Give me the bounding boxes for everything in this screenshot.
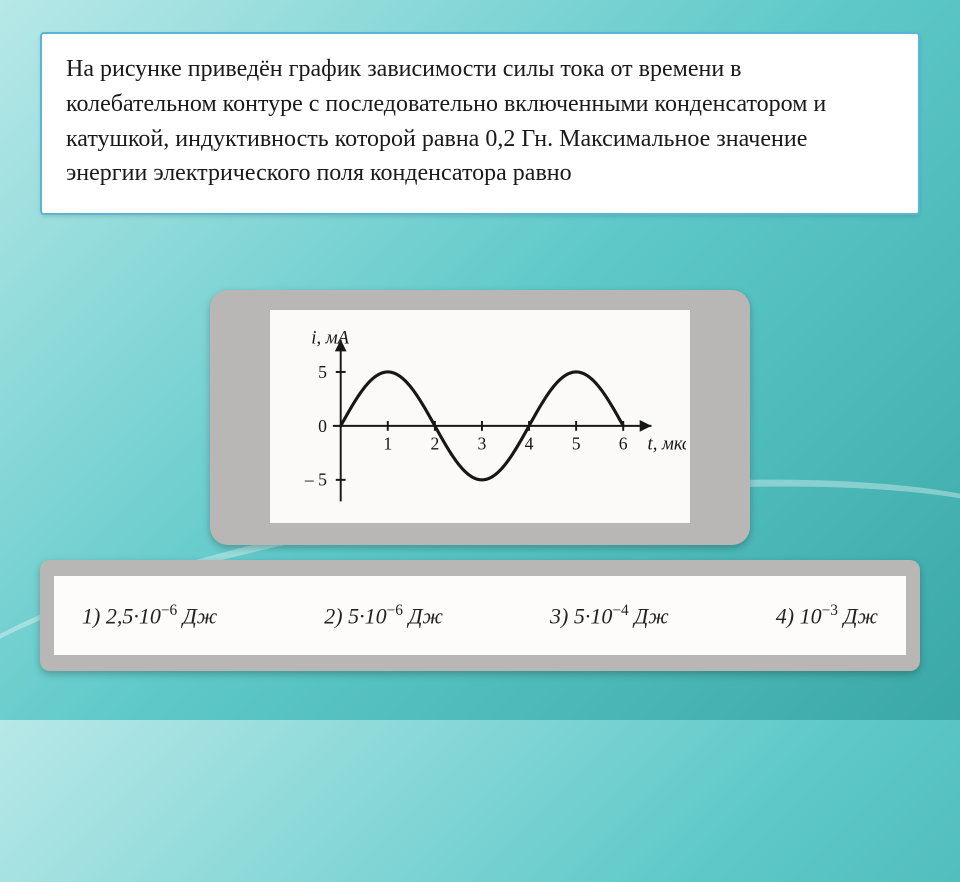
- svg-text:2: 2: [430, 433, 439, 453]
- answer-option: 1) 2,5·10−6 Дж: [82, 602, 217, 629]
- svg-text:1: 1: [383, 433, 392, 453]
- current-vs-time-chart: – 5 0 5 1 2 3 4 5 6 i, мА t, мкс: [274, 318, 686, 514]
- graph-panel: – 5 0 5 1 2 3 4 5 6 i, мА t, мкс: [270, 310, 690, 523]
- svg-text:t, мкс: t, мкс: [648, 433, 686, 454]
- graph-frame: – 5 0 5 1 2 3 4 5 6 i, мА t, мкс: [210, 290, 750, 545]
- svg-text:5: 5: [318, 362, 327, 382]
- answers-frame: 1) 2,5·10−6 Дж 2) 5·10−6 Дж 3) 5·10−4 Дж 4)…: [40, 560, 920, 671]
- svg-text:3: 3: [478, 433, 487, 453]
- answers-row: 1) 2,5·10−6 Дж 2) 5·10−6 Дж 3) 5·10−4 Дж 4)…: [54, 576, 906, 655]
- problem-text: На рисунке приведён график зависимости с…: [66, 52, 894, 191]
- svg-text:4: 4: [525, 433, 534, 453]
- answer-option: 2) 5·10−6 Дж: [324, 602, 443, 629]
- svg-text:6: 6: [619, 433, 628, 453]
- svg-text:i, мА: i, мА: [311, 328, 349, 349]
- answer-option: 4) 10−3 Дж: [776, 602, 878, 629]
- svg-text:5: 5: [572, 433, 581, 453]
- svg-text:0: 0: [318, 416, 327, 436]
- svg-text:– 5: – 5: [304, 470, 327, 490]
- problem-statement-box: На рисунке приведён график зависимости с…: [40, 32, 920, 215]
- answer-option: 3) 5·10−4 Дж: [550, 602, 669, 629]
